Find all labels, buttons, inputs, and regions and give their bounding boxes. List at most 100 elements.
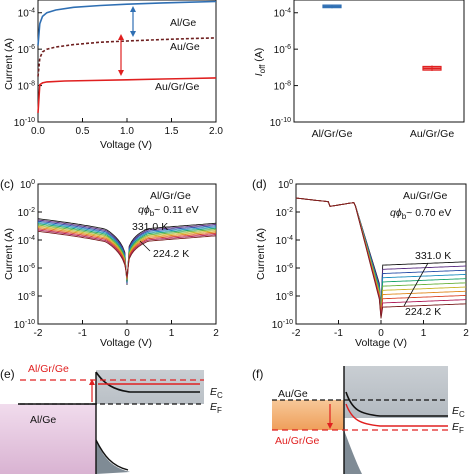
panel-d-label: (d) [252, 177, 267, 191]
panel-d-y-axis-title: Current (A) [255, 228, 267, 280]
panel-f-conduction-band [345, 391, 448, 417]
panel-e: (e) Al/Gr/Ge Al/Ge EC EF [0, 363, 223, 474]
panel-d-x-tick-label: 1 [421, 328, 427, 339]
panel-d-pointer [403, 262, 429, 307]
panel-d-y-tick-label: 10-6 [276, 263, 293, 275]
panel-b-frame [293, 0, 465, 123]
panel-c-y-ticks: 100 10-2 10-4 10-6 10-8 10-10 [14, 179, 42, 331]
panel-c-curve [37, 229, 217, 278]
panel-d-temp-low: 224.2 K [405, 306, 441, 318]
panel-b-y-tick-label: 10-10 [270, 117, 291, 129]
panel-a-series-line [37, 37, 217, 77]
panel-f-gap-fill [344, 418, 448, 474]
panel-a-red-arrow-head-bottom [118, 70, 124, 76]
panel-c-curve [37, 220, 217, 284]
panel-c-temp-low: 224.2 K [153, 248, 189, 260]
panel-f-metal-region [272, 400, 344, 430]
panel-e-metal-region [0, 404, 96, 474]
panel-c-temp-high: 331.0 K [132, 221, 168, 233]
panel-e-label: (e) [0, 367, 15, 381]
panel-d-title: Au/Gr/Ge [403, 190, 448, 202]
panel-a-x-tick-label: 1.5 [165, 126, 179, 137]
panel-c-x-tick-label: 0 [124, 328, 130, 339]
panel-f-ec-label: EC [452, 405, 465, 419]
panel-c-barrier: qϕb~ 0.11 eV [138, 204, 199, 218]
panel-d-x-tick-label: 0 [378, 328, 384, 339]
panel-b-y-axis-title-sub: off [258, 64, 267, 74]
panel-d: (d) 100 10-2 10-4 10-6 10-8 10-10 -2 -1 0 1 2 Au/… [252, 177, 469, 349]
panel-d-x-tick-label: -1 [334, 328, 343, 339]
panel-c-curve [37, 223, 217, 282]
panel-a-x-tick-label: 2.0 [209, 126, 223, 137]
panel-d-curves [295, 197, 467, 319]
panel-b-y-tick-label: 10-8 [274, 81, 291, 93]
panel-a-y-tick-label: 10-4 [18, 8, 35, 20]
panel-a-blue-arrow-head-bottom [130, 31, 136, 37]
panel-f-valence-fill [344, 430, 362, 474]
panel-f-ef-sub: F [459, 426, 464, 435]
panel-e-ef-label: EF [210, 401, 222, 415]
panel-a-blue-arrow-head-top [130, 6, 136, 12]
panel-c-title: Al/Gr/Ge [150, 190, 191, 202]
panel-d-y-tick-label: 10-8 [276, 291, 293, 303]
panel-d-temp-high: 331.0 K [415, 250, 451, 262]
panel-d-y-tick-label: 10-10 [272, 319, 293, 331]
panel-b-y-axis-title-main: I [253, 73, 265, 76]
panel-e-conduction-band [95, 371, 200, 393]
panel-d-x-ticks: -2 -1 0 1 2 [292, 320, 469, 339]
panel-d-y-ticks: 100 10-2 10-4 10-6 10-8 10-10 [272, 179, 300, 331]
panel-a-series [37, 0, 217, 113]
panel-b: 10-4 10-6 10-8 10-10 Al/Gr/Ge Au/Gr/Ge Ioff… [253, 0, 465, 140]
panel-b-y-axis-title: Ioff (A) [253, 48, 267, 77]
panel-a-x-tick-label: 0.0 [31, 126, 45, 137]
panel-e-metal-label: Al/Ge [30, 414, 56, 426]
panel-c-curve [37, 228, 217, 279]
panel-d-barrier-value: ~ 0.70 eV [406, 207, 451, 219]
panel-a-y-tick-label: 10-10 [14, 117, 35, 129]
panel-c-y-tick-label: 10-2 [18, 207, 35, 219]
panel-c-x-axis-title: Voltage (V) [100, 337, 152, 349]
panel-d-barrier: qϕb~ 0.70 eV [390, 207, 451, 221]
panel-e-top-label: Al/Gr/Ge [28, 363, 69, 375]
panel-e-ef-sub: F [217, 406, 222, 415]
panel-c-curve [37, 225, 217, 280]
panel-f-ef-label: EF [452, 421, 464, 435]
panel-b-y-ticks: 10-4 10-6 10-8 10-10 [270, 8, 298, 129]
panel-a: 10-410-610-810-10 0.0 0.5 1.0 1.5 2.0 Al/Ge … [3, 0, 223, 151]
panel-c-curve [37, 218, 217, 285]
panel-c-x-tick-label: 2 [213, 328, 219, 339]
panel-c-y-tick-label: 100 [20, 179, 35, 191]
panel-b-y-axis-title-unit: (A) [253, 48, 265, 65]
panel-d-y-tick-label: 10-4 [276, 235, 293, 247]
panel-a-series-line [37, 77, 217, 113]
panel-a-y-tick-label: 10-6 [18, 44, 35, 56]
panel-e-valence-fill [96, 440, 130, 474]
panel-b-category-2: Au/Gr/Ge [410, 128, 455, 140]
panel-c-x-tick-label: 1 [169, 328, 175, 339]
panel-d-x-tick-label: 2 [463, 328, 469, 339]
panel-a-series-line [37, 0, 217, 46]
panel-f-ec-sub: C [459, 410, 465, 419]
panel-e-red-arrow-head [89, 379, 95, 385]
panel-c: (c) 100 10-2 10-4 10-6 10-8 10-10 -2 -1 0 1 2 Al/… [0, 177, 219, 349]
panel-c-y-tick-label: 10-8 [18, 291, 35, 303]
panel-e-ec-main: E [210, 386, 218, 398]
panel-c-curve [37, 227, 217, 279]
panel-c-x-tick-label: -2 [34, 328, 43, 339]
panel-f-bottom-label: Au/Gr/Ge [275, 435, 320, 447]
panel-d-y-tick-label: 100 [278, 179, 293, 191]
panel-a-label-au-gr-ge: Au/Gr/Ge [155, 81, 200, 93]
panel-c-curve [37, 222, 217, 283]
panel-d-y-tick-label: 10-2 [276, 207, 293, 219]
panel-f-metal-label: Au/Ge [278, 388, 308, 400]
panel-c-y-tick-label: 10-10 [14, 319, 35, 331]
panel-f-graphene-band [345, 403, 448, 427]
panel-c-curve [37, 219, 217, 285]
panel-a-red-arrow-head-top [118, 34, 124, 40]
panel-e-gap-fill [96, 404, 204, 474]
panel-f-ec-main: E [452, 405, 460, 417]
panel-d-x-axis-title: Voltage (V) [355, 337, 407, 349]
panel-b-category-1: Al/Gr/Ge [312, 128, 353, 140]
panel-c-y-axis-title: Current (A) [3, 228, 15, 280]
panel-d-x-tick-label: -2 [292, 328, 301, 339]
